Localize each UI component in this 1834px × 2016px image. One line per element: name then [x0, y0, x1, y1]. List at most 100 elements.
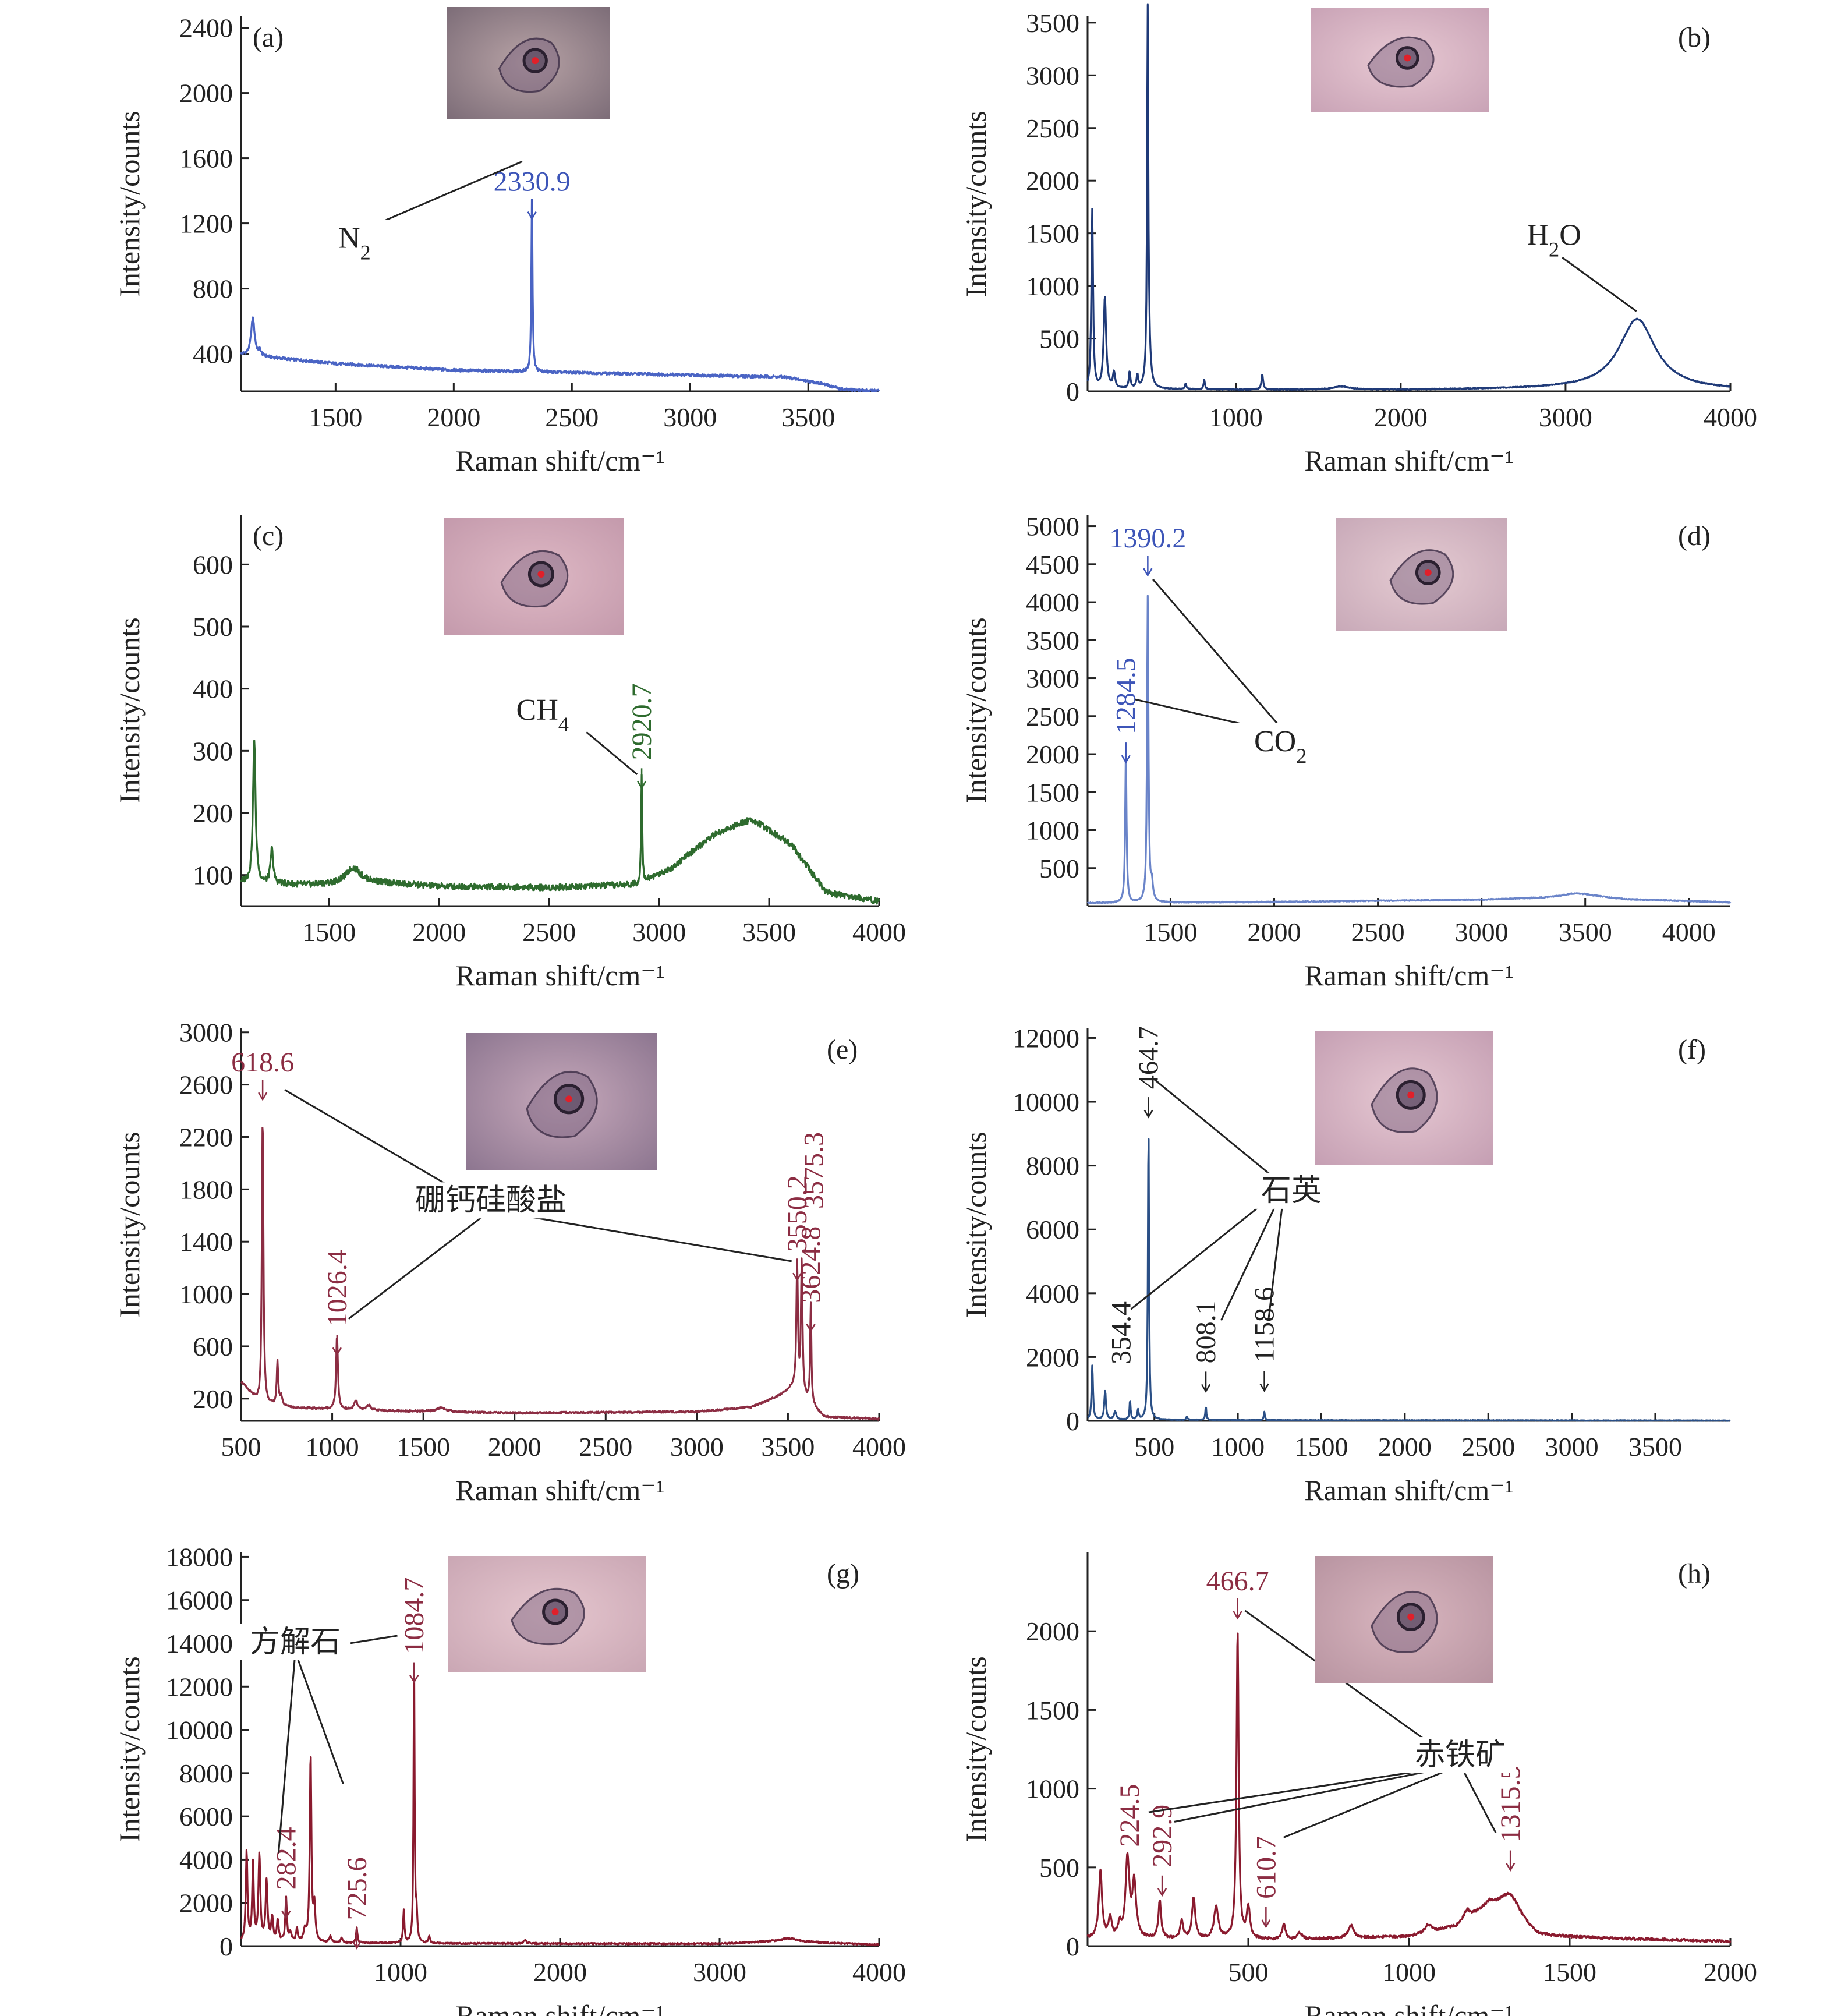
- y-tick-label: 1500: [1026, 1695, 1079, 1725]
- panel-letter: (e): [827, 1034, 858, 1065]
- arrow-head: [1201, 1384, 1211, 1393]
- leader-line: [1174, 1764, 1461, 1823]
- arrow-head: [1143, 1109, 1153, 1119]
- peak-value: 282.4: [271, 1827, 302, 1890]
- x-tick-label: 3000: [663, 402, 717, 432]
- arrow-head: [1143, 568, 1153, 577]
- laser-spot: [551, 1608, 559, 1615]
- peak-label: 808.1: [1191, 1300, 1222, 1393]
- species-name: CH4: [516, 694, 569, 736]
- x-tick-label: 3000: [693, 1957, 746, 1987]
- peak-label: 3624.8: [796, 1226, 827, 1333]
- peak-value: 3550.2: [782, 1175, 813, 1252]
- panel-letter: (a): [253, 22, 284, 53]
- callout-backdrop: [240, 1624, 351, 1660]
- panel-g: 1000 2000 3000 4000 0 2000 4000 6000 8000 10000 12…: [113, 1542, 906, 2016]
- callout-backdrop: [1499, 217, 1610, 253]
- peak-label: 1026.4: [322, 1250, 353, 1356]
- x-tick-label: 1000: [1209, 402, 1263, 432]
- species-name: 赤铁矿: [1415, 1739, 1506, 1772]
- leader-line: [1153, 1078, 1286, 1187]
- species-name: CO2: [1254, 725, 1307, 768]
- y-tick-label: 1800: [179, 1175, 233, 1204]
- spectrum-line: [240, 740, 880, 905]
- y-tick-label: 3500: [1026, 625, 1079, 655]
- leader-line: [586, 731, 638, 776]
- y-tick-label: 4000: [1026, 1279, 1079, 1308]
- arrow-head: [806, 1324, 816, 1333]
- peak-value: 1084.7: [399, 1578, 430, 1654]
- species-name: 石英: [1261, 1175, 1322, 1208]
- peak-label: 3575.3: [798, 1132, 829, 1209]
- spectrum-line: [240, 1127, 880, 1421]
- panel-letter: (f): [1678, 1034, 1706, 1065]
- peak-value: 3624.8: [796, 1226, 827, 1303]
- y-tick-label: 2200: [179, 1122, 233, 1152]
- y-axis-title: Intensity/counts: [113, 1131, 146, 1317]
- y-tick-label: 200: [193, 1384, 233, 1414]
- x-tick-label: 4000: [1662, 917, 1716, 947]
- peak-label: 618.6: [231, 1047, 294, 1101]
- y-tick-label: 400: [193, 339, 233, 369]
- x-axis-title: Raman shift/cm⁻¹: [1304, 959, 1513, 992]
- laser-spot: [537, 571, 545, 578]
- peak-label: 2920.7: [626, 683, 657, 790]
- x-tick-label: 1500: [1543, 1957, 1596, 1987]
- y-axis-title: Intensity/counts: [113, 1656, 146, 1842]
- peak-label: 464.7: [1134, 1026, 1164, 1119]
- x-tick-label: 2500: [1461, 1432, 1515, 1462]
- arrow-head: [258, 1092, 268, 1101]
- leader-line: [294, 1651, 344, 1784]
- y-tick-label: 16000: [166, 1586, 233, 1615]
- x-axis-title: Raman shift/cm⁻¹: [455, 1999, 664, 2016]
- panel-b: 1000 2000 3000 4000 0 500 1000 1500 2000 2500 3000…: [960, 3, 1757, 477]
- inclusion-micrograph: [448, 1556, 646, 1672]
- y-tick-label: 300: [193, 736, 233, 766]
- species-callout: 硼钙硅酸盐: [284, 1089, 792, 1320]
- x-tick-label: 2500: [579, 1432, 632, 1462]
- arrow-head: [1259, 1383, 1269, 1392]
- laser-spot: [1407, 1091, 1415, 1099]
- y-tick-label: 500: [193, 612, 233, 642]
- leader-line: [1152, 578, 1288, 735]
- laser-spot: [1404, 54, 1411, 62]
- x-tick-label: 2000: [488, 1432, 541, 1462]
- peak-label: 3550.2: [782, 1175, 813, 1282]
- peak-value: 1026.4: [322, 1250, 353, 1327]
- x-tick-label: 1500: [309, 402, 362, 432]
- x-tick-label: 3500: [761, 1432, 815, 1462]
- y-axis-title: Intensity/counts: [960, 617, 992, 803]
- peak-value: 292.9: [1147, 1805, 1178, 1868]
- x-tick-label: 3500: [742, 917, 796, 947]
- y-tick-label: 2000: [1026, 166, 1079, 196]
- y-tick-label: 4000: [179, 1845, 233, 1874]
- y-tick-label: 0: [1066, 377, 1079, 406]
- species-callout: CH4: [487, 692, 638, 776]
- x-tick-label: 3000: [1539, 402, 1592, 432]
- x-tick-label: 500: [1228, 1957, 1269, 1987]
- panel-letter: (h): [1678, 1558, 1711, 1589]
- x-axis-title: Raman shift/cm⁻¹: [455, 1474, 664, 1506]
- peak-label: 610.7: [1251, 1836, 1281, 1929]
- y-tick-label: 1500: [1026, 777, 1079, 807]
- y-tick-label: 8000: [1026, 1151, 1079, 1181]
- x-tick-label: 1000: [1211, 1432, 1265, 1462]
- x-tick-label: 3000: [1455, 917, 1509, 947]
- y-tick-label: 0: [219, 1932, 233, 1961]
- peak-label: 224.5: [1114, 1784, 1145, 1847]
- y-tick-label: 1200: [179, 209, 233, 239]
- species-callout: N2: [299, 160, 523, 264]
- peak-label: 725.6: [342, 1857, 373, 1950]
- arrow-head: [1121, 755, 1131, 764]
- peak-value: 725.6: [342, 1857, 373, 1920]
- arrow-head: [1233, 1611, 1242, 1620]
- x-tick-label: 1000: [306, 1432, 359, 1462]
- y-tick-label: 14000: [166, 1629, 233, 1658]
- panel-a: 1500 2000 2500 3000 3500 400 800 1200 1600 2000 24…: [113, 7, 880, 477]
- panel-d: 1500 2000 2500 3000 3500 4000 500 1000 1500 2000 2…: [960, 512, 1732, 992]
- arrow-head: [637, 780, 647, 790]
- x-tick-label: 2000: [1704, 1957, 1757, 1987]
- y-axis-title: Intensity/counts: [113, 111, 146, 296]
- arrow-head: [1261, 1919, 1271, 1929]
